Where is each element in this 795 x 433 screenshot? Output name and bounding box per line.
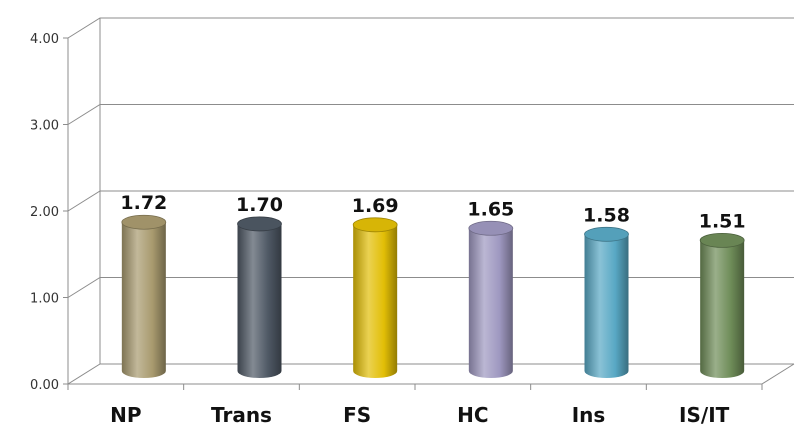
gridlines: [67, 17, 795, 390]
value-label: 1.69: [352, 195, 399, 217]
bar-top: [121, 214, 167, 230]
category-label: Trans: [211, 403, 272, 427]
category-label: Ins: [572, 403, 606, 427]
bar-top: [468, 220, 514, 236]
bar: [584, 226, 629, 379]
gridline: [67, 363, 794, 385]
gridline: [67, 277, 794, 298]
bar-top: [237, 216, 282, 232]
y-tick-label: 1.00: [30, 292, 59, 307]
bar-top: [699, 232, 745, 248]
bar-body: [237, 223, 282, 379]
category-label: NP: [110, 403, 141, 427]
bar: [121, 214, 167, 379]
bar-body: [700, 240, 745, 379]
gridline: [67, 190, 794, 212]
y-tick-label: 4.00: [30, 32, 59, 47]
bar: [699, 232, 745, 379]
bar-top: [352, 217, 398, 233]
bar-top: [584, 226, 629, 242]
y-axis-ticks: 0.00 1.00 2.00 3.00 4.00: [30, 32, 68, 393]
value-label: 1.72: [120, 192, 167, 214]
bar: [468, 220, 514, 378]
category-label: FS: [343, 403, 371, 427]
value-label: 1.58: [583, 204, 630, 226]
category-label: IS/IT: [679, 403, 730, 427]
category-label: HC: [457, 403, 488, 427]
value-label: 1.70: [236, 194, 283, 216]
gridline: [67, 17, 794, 39]
bar-body: [584, 234, 629, 379]
bar-body: [468, 228, 513, 378]
value-label: 1.65: [467, 198, 514, 220]
y-tick-label: 2.00: [30, 205, 59, 220]
floor-right-edge: [761, 363, 795, 385]
bars: [121, 214, 745, 379]
bar: [237, 216, 282, 379]
value-labels: 1.72 1.70 1.69 1.65 1.58 1.51: [120, 192, 745, 232]
gridline: [67, 104, 794, 125]
y-tick-label: 0.00: [30, 378, 59, 393]
bar-body: [121, 222, 166, 379]
x-axis-categories: NP Trans FS HC Ins IS/IT: [110, 403, 730, 427]
bar-body: [353, 224, 398, 379]
y-tick-label: 3.00: [30, 119, 59, 134]
value-label: 1.51: [699, 210, 746, 232]
bar: [352, 217, 398, 379]
